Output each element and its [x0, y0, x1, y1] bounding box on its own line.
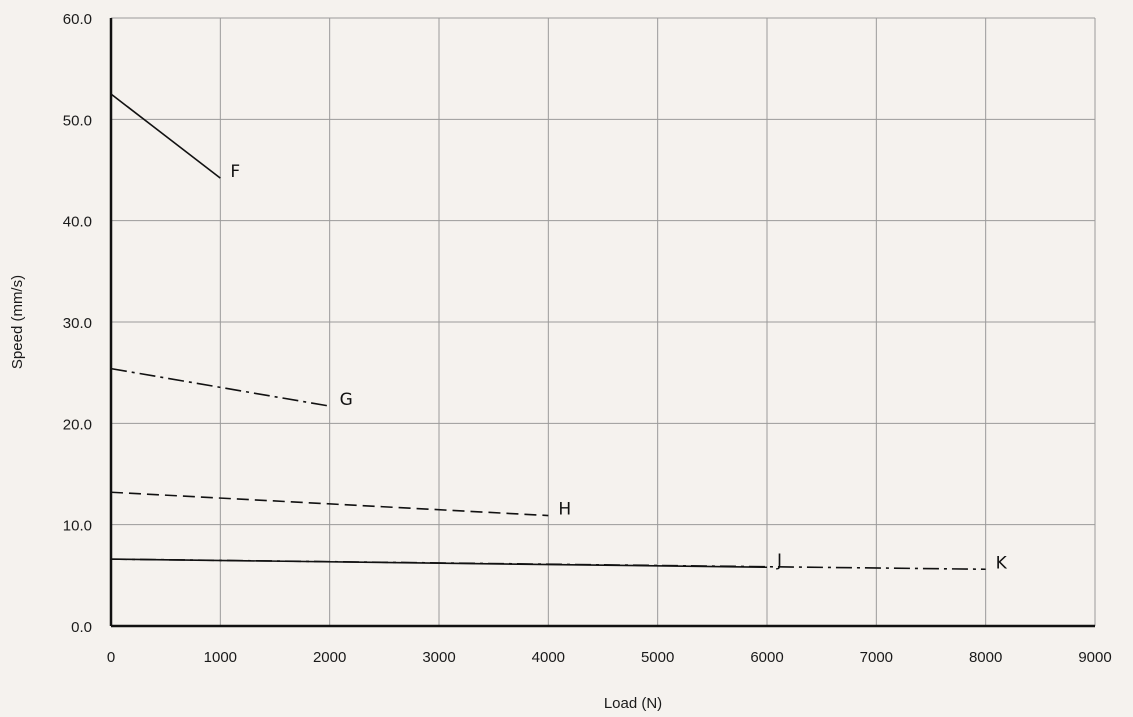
y-tick-label: 50.0 [63, 112, 92, 129]
y-tick-label: 60.0 [63, 11, 92, 28]
x-tick-label: 6000 [750, 649, 783, 666]
x-tick-label: 5000 [641, 649, 674, 666]
y-axis-title: Speed (mm/s) [9, 275, 26, 369]
y-tick-label: 40.0 [63, 214, 92, 231]
x-tick-label: 1000 [204, 649, 237, 666]
series-label-h: H [558, 500, 571, 520]
x-tick-label: 2000 [313, 649, 346, 666]
series-label-j: J [776, 551, 782, 571]
series-label-f: F [230, 162, 240, 182]
series-label-k: K [996, 553, 1008, 573]
series-line-f [110, 93, 221, 179]
x-tick-label: 0 [107, 649, 115, 666]
x-tick-label: 9000 [1078, 649, 1111, 666]
axes [109, 18, 1095, 628]
series-line-k [110, 558, 986, 571]
y-tick-label: 20.0 [63, 416, 92, 433]
x-tick-label: 3000 [422, 649, 455, 666]
x-axis-title: Load (N) [604, 695, 662, 712]
y-tick-label: 0.0 [71, 619, 92, 636]
y-tick-label: 10.0 [63, 518, 92, 535]
x-tick-label: 7000 [860, 649, 893, 666]
series-line-h [110, 491, 549, 517]
grid [111, 17, 1096, 626]
series [110, 93, 986, 571]
series-label-g: G [340, 390, 353, 410]
x-tick-label: 4000 [532, 649, 565, 666]
x-tick-label: 8000 [969, 649, 1002, 666]
labels: 0 1000 2000 3000 4000 5000 6000 7000 8000 9000 0.0… [63, 11, 1112, 666]
y-tick-label: 30.0 [63, 315, 92, 332]
series-line-g [110, 367, 330, 407]
